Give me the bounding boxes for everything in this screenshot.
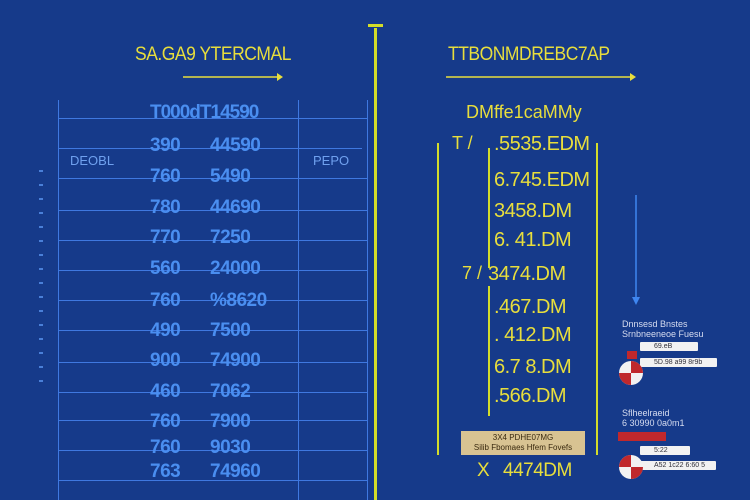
table-cell-b: 9030 bbox=[210, 437, 251, 458]
table-cell-a: 763 bbox=[150, 461, 181, 482]
table-side-label-right: PEPO bbox=[313, 153, 350, 168]
down-arrow-icon bbox=[632, 195, 640, 305]
value-table bbox=[58, 100, 368, 500]
table-cell-b: 7900 bbox=[210, 411, 251, 432]
legend-bottom-bar-1: 5:22 bbox=[640, 446, 690, 455]
table-cell-a: 490 bbox=[150, 320, 181, 341]
table-cell-b: 74900 bbox=[210, 350, 261, 371]
right-panel-title: TTBONMDREBC7AP bbox=[448, 44, 610, 65]
divider-cap bbox=[368, 24, 383, 27]
right-item-value: 3458.DM bbox=[494, 200, 572, 222]
table-column-header: T000dT14590 bbox=[150, 102, 259, 123]
table-cell-a: 760 bbox=[150, 166, 181, 187]
center-divider bbox=[374, 28, 377, 500]
right-bracket-inner-bottom bbox=[488, 286, 490, 416]
dotted-scale-icon bbox=[39, 170, 43, 382]
legend-bottom-bar-2: A52 1c22 6:60 5 bbox=[640, 461, 716, 470]
table-cell-b: 7250 bbox=[210, 227, 251, 248]
right-item-mark: T / bbox=[452, 133, 473, 153]
right-item-value: 3474.DM bbox=[488, 263, 566, 285]
table-cell-b: 7500 bbox=[210, 320, 251, 341]
left-title-arrow-icon bbox=[183, 73, 283, 81]
right-item-value: . 412.DM bbox=[494, 324, 572, 346]
table-side-label-left: DEOBL bbox=[70, 153, 115, 168]
legend-bottom-title-2: 6 30990 0a0m1 bbox=[622, 418, 685, 428]
table-cell-a: 760 bbox=[150, 437, 181, 458]
right-title-arrow-icon bbox=[446, 73, 636, 81]
right-bracket-left bbox=[437, 143, 439, 455]
table-cell-a: 390 bbox=[150, 135, 181, 156]
right-bracket-inner-top bbox=[488, 148, 490, 268]
table-cell-b: %8620 bbox=[210, 290, 267, 311]
bottom-mark: X bbox=[477, 460, 490, 481]
legend-top-bar-1: 69.eB bbox=[640, 342, 698, 351]
right-item-mark: 7 / bbox=[462, 263, 483, 283]
right-panel-subtitle: DMffe1caMMy bbox=[466, 102, 582, 122]
right-item-value: 6.745.EDM bbox=[494, 169, 590, 191]
right-bracket-right bbox=[596, 143, 598, 455]
right-item-value: 6.7 8.DM bbox=[494, 356, 572, 378]
right-item-value: 6. 41.DM bbox=[494, 229, 572, 251]
table-cell-b: 24000 bbox=[210, 258, 261, 279]
bottom-total-value: 4474DM bbox=[503, 460, 572, 481]
pie-icon-top bbox=[619, 351, 643, 385]
table-cell-b: 5490 bbox=[210, 166, 251, 187]
table-cell-a: 760 bbox=[150, 411, 181, 432]
table-cell-a: 900 bbox=[150, 350, 181, 371]
highlight-box: 3X4 PDHE07MG Silib Fbomaes Hfem Fovefs bbox=[461, 431, 585, 455]
right-item-value: .566.DM bbox=[494, 385, 567, 407]
highlight-line-1: 3X4 PDHE07MG bbox=[492, 433, 554, 442]
table-cell-b: 44590 bbox=[210, 135, 261, 156]
legend-top-title-2: Srnbneeneoe Fuesu bbox=[622, 329, 704, 339]
right-item-value: .467.DM bbox=[494, 296, 567, 318]
highlight-line-2: Silib Fbomaes Hfem Fovefs bbox=[473, 443, 573, 452]
legend-top-title-1: Dnnsesd Bnstes bbox=[622, 319, 688, 329]
table-cell-b: 44690 bbox=[210, 197, 261, 218]
right-item-value: .5535.EDM bbox=[494, 133, 590, 155]
legend-bottom-title-1: Sflheelraeid bbox=[622, 408, 670, 418]
table-cell-a: 780 bbox=[150, 197, 181, 218]
table-cell-b: 7062 bbox=[210, 381, 251, 402]
left-panel-title: SA.GA9 YTERCMAL bbox=[135, 44, 291, 65]
legend-bottom-red-bar bbox=[618, 432, 666, 441]
table-cell-b: 74960 bbox=[210, 461, 261, 482]
table-cell-a: 560 bbox=[150, 258, 181, 279]
table-cell-a: 770 bbox=[150, 227, 181, 248]
table-cell-a: 460 bbox=[150, 381, 181, 402]
legend-top-bar-2: 5D.98 a99 8r9b bbox=[640, 358, 717, 367]
table-cell-a: 760 bbox=[150, 290, 181, 311]
pie-icon-bottom bbox=[619, 455, 643, 479]
